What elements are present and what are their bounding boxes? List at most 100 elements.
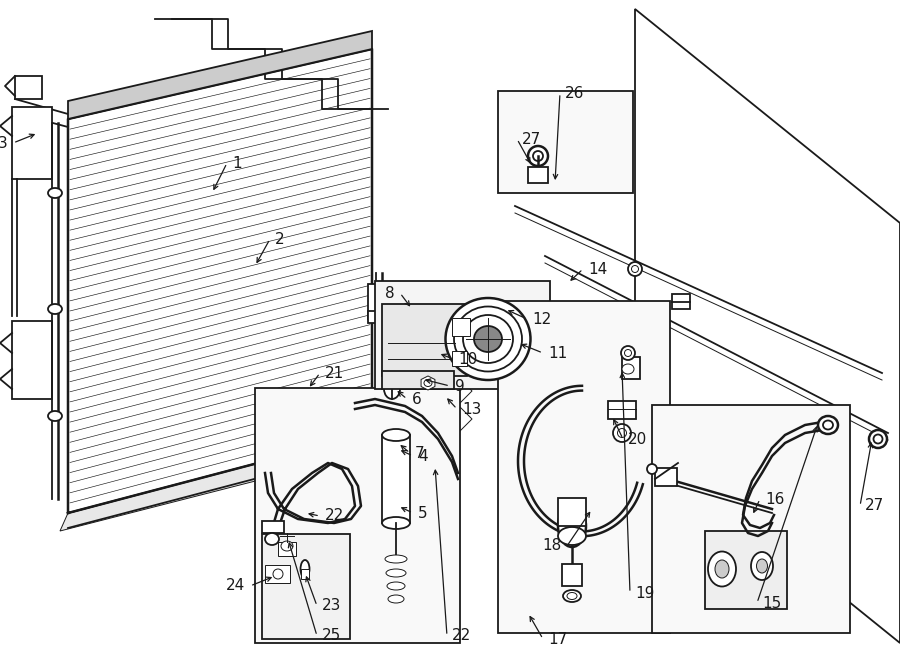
Ellipse shape — [281, 541, 293, 551]
Ellipse shape — [869, 430, 887, 448]
Bar — [382, 304, 467, 376]
Text: 15: 15 — [762, 596, 781, 611]
Bar — [652, 405, 850, 633]
Ellipse shape — [563, 590, 581, 602]
Polygon shape — [432, 303, 458, 443]
Bar — [622, 357, 640, 379]
Ellipse shape — [387, 582, 405, 590]
Ellipse shape — [558, 505, 586, 547]
Ellipse shape — [301, 560, 310, 578]
Ellipse shape — [385, 555, 407, 563]
Text: 11: 11 — [548, 346, 567, 360]
Bar — [558, 498, 586, 526]
Bar — [255, 388, 460, 643]
Bar — [498, 301, 670, 633]
Bar — [608, 401, 636, 419]
Bar — [368, 501, 403, 513]
Ellipse shape — [715, 560, 729, 578]
Text: 19: 19 — [635, 586, 654, 600]
Ellipse shape — [48, 304, 62, 314]
Bar — [368, 311, 403, 323]
Ellipse shape — [818, 416, 838, 434]
Ellipse shape — [558, 527, 586, 545]
Ellipse shape — [708, 551, 736, 586]
Bar — [482, 294, 494, 306]
Ellipse shape — [446, 298, 530, 380]
Ellipse shape — [613, 424, 631, 442]
Ellipse shape — [567, 592, 577, 600]
Text: 23: 23 — [322, 598, 341, 613]
Bar — [488, 327, 500, 339]
Ellipse shape — [757, 559, 768, 573]
Ellipse shape — [647, 464, 657, 474]
Bar — [655, 468, 677, 486]
Text: 8: 8 — [385, 286, 395, 301]
Text: 24: 24 — [226, 578, 245, 594]
Ellipse shape — [388, 595, 404, 603]
Text: 12: 12 — [532, 311, 551, 327]
Ellipse shape — [823, 420, 833, 430]
Ellipse shape — [632, 266, 638, 272]
Bar — [368, 477, 390, 509]
Text: 27: 27 — [522, 132, 541, 147]
Bar — [262, 521, 284, 533]
Polygon shape — [635, 9, 900, 643]
Ellipse shape — [528, 146, 548, 166]
Text: 25: 25 — [322, 629, 341, 644]
Ellipse shape — [273, 569, 283, 579]
Ellipse shape — [392, 435, 404, 451]
Ellipse shape — [424, 379, 432, 387]
Ellipse shape — [533, 151, 543, 161]
Bar — [278, 542, 296, 556]
Bar — [301, 569, 309, 579]
Text: 17: 17 — [548, 631, 567, 646]
Bar — [382, 371, 454, 389]
Text: 3: 3 — [0, 136, 8, 151]
Ellipse shape — [382, 517, 410, 529]
Text: 10: 10 — [458, 352, 477, 366]
Polygon shape — [15, 76, 42, 99]
Bar — [382, 435, 410, 523]
Bar — [12, 321, 52, 399]
Ellipse shape — [625, 350, 632, 356]
Bar — [368, 284, 390, 319]
Text: 5: 5 — [418, 506, 428, 520]
Ellipse shape — [384, 379, 400, 399]
Ellipse shape — [621, 346, 635, 360]
Bar — [375, 281, 550, 389]
Bar — [12, 107, 52, 179]
Ellipse shape — [751, 552, 773, 580]
Ellipse shape — [628, 262, 642, 276]
Text: 16: 16 — [765, 492, 785, 506]
Text: 14: 14 — [588, 262, 608, 276]
Ellipse shape — [382, 429, 410, 441]
Ellipse shape — [622, 364, 634, 374]
Text: 22: 22 — [325, 508, 344, 524]
Text: 13: 13 — [462, 401, 482, 416]
Bar — [528, 167, 548, 183]
Bar — [452, 318, 470, 336]
Ellipse shape — [265, 533, 279, 545]
Text: 20: 20 — [628, 432, 647, 446]
Text: 22: 22 — [452, 629, 472, 644]
Text: 9: 9 — [455, 379, 464, 393]
Polygon shape — [60, 433, 372, 531]
Polygon shape — [421, 376, 435, 390]
Ellipse shape — [48, 188, 62, 198]
Ellipse shape — [454, 307, 522, 371]
Bar — [705, 531, 787, 609]
Bar — [452, 351, 467, 366]
Ellipse shape — [474, 326, 502, 352]
Ellipse shape — [874, 434, 883, 444]
Bar — [265, 565, 290, 583]
Bar — [498, 91, 633, 193]
Text: 26: 26 — [565, 85, 584, 100]
Text: 27: 27 — [865, 498, 884, 514]
Text: 18: 18 — [543, 539, 562, 553]
Ellipse shape — [617, 428, 626, 438]
Bar — [368, 417, 390, 449]
Ellipse shape — [48, 411, 62, 421]
Ellipse shape — [463, 315, 513, 363]
Bar — [368, 441, 403, 453]
Ellipse shape — [386, 569, 406, 577]
